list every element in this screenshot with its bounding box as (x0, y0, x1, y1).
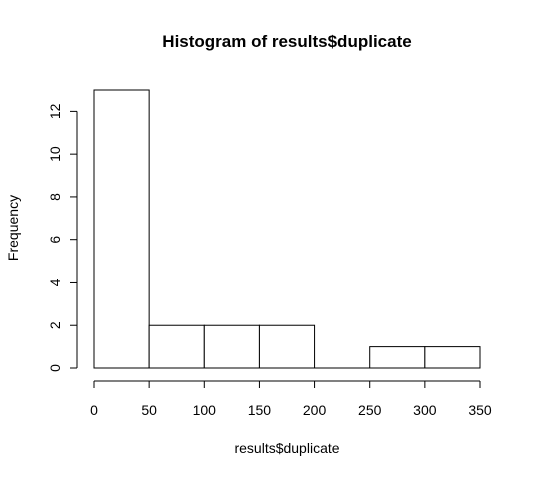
x-tick-label: 350 (468, 402, 492, 418)
y-tick-label: 0 (47, 364, 63, 372)
y-tick-label: 12 (47, 103, 63, 119)
y-axis-label: Frequency (5, 195, 21, 261)
x-axis: 0 50 100 150 200 250 300 350 (90, 380, 492, 418)
histogram-bar (148, 324, 205, 369)
histogram-bar (424, 346, 481, 369)
x-tick-label: 200 (303, 402, 327, 418)
y-tick-label: 6 (47, 236, 63, 244)
y-tick-label: 2 (47, 321, 63, 329)
x-axis-label: results$duplicate (234, 440, 339, 456)
histogram-bar (93, 89, 150, 369)
bars-group (93, 89, 481, 369)
x-tick-label: 250 (358, 402, 382, 418)
x-tick-label: 50 (141, 402, 157, 418)
y-axis: 0 2 4 6 8 10 12 (47, 103, 78, 372)
chart-title: Histogram of results$duplicate (162, 32, 411, 51)
x-tick-label: 0 (90, 402, 98, 418)
histogram-bar (258, 324, 316, 369)
y-tick-label: 8 (47, 193, 63, 201)
y-tick-label: 4 (47, 278, 63, 286)
x-tick-label: 100 (193, 402, 217, 418)
histogram-bar (203, 324, 260, 369)
histogram-bar (369, 346, 426, 369)
x-tick-label: 300 (413, 402, 437, 418)
x-tick-label: 150 (248, 402, 272, 418)
y-tick-label: 10 (47, 146, 63, 162)
